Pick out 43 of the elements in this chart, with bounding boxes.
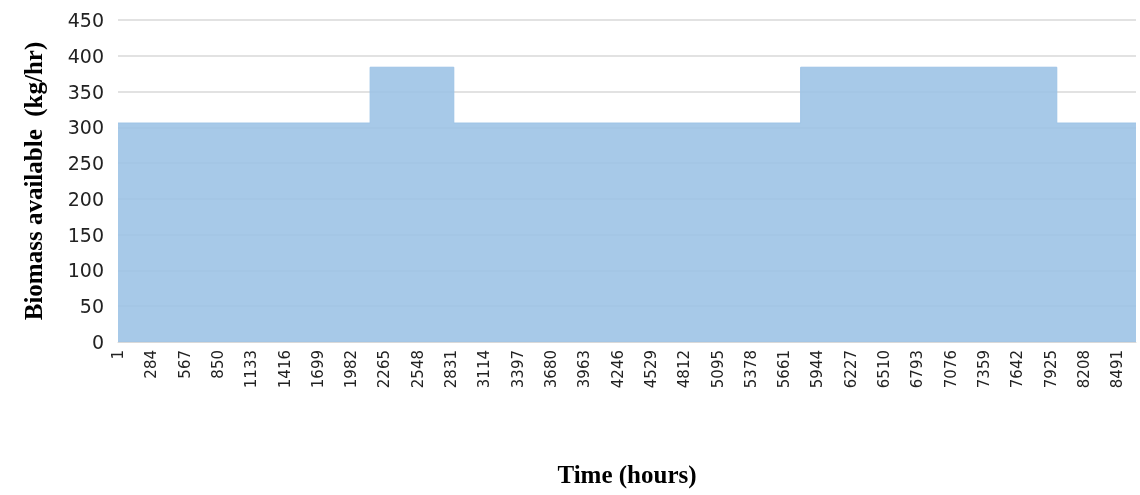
x-tick-label: 7076 — [941, 350, 960, 389]
x-tick-label: 3963 — [575, 350, 594, 389]
y-tick-label: 400 — [67, 44, 104, 67]
x-tick-label: 6227 — [841, 350, 860, 389]
x-tick-label: 7642 — [1008, 350, 1027, 389]
y-axis-title: Biomass available (kg/hr) — [20, 41, 48, 321]
x-tick-label: 2265 — [375, 350, 394, 389]
x-tick-label: 7359 — [975, 350, 994, 389]
x-tick-label: 850 — [208, 350, 227, 379]
x-axis-title: Time (hours) — [557, 461, 697, 489]
x-tick-label: 1 — [109, 350, 127, 360]
x-tick-label: 1133 — [242, 350, 261, 389]
x-tick-label: 5944 — [808, 350, 827, 389]
x-tick-label: 284 — [142, 350, 161, 379]
x-tick-label: 8208 — [1074, 350, 1093, 389]
y-tick-label: 250 — [67, 152, 104, 175]
x-tick-label: 6793 — [908, 350, 927, 389]
x-tick-label: 3680 — [542, 350, 561, 389]
x-tick-label: 1982 — [342, 350, 361, 389]
x-tick-label: 4246 — [608, 350, 627, 389]
x-tick-label: 8491 — [1108, 350, 1127, 389]
x-tick-label: 567 — [175, 350, 194, 379]
y-tick-label: 100 — [67, 259, 104, 282]
x-tick-label: 7925 — [1041, 350, 1060, 389]
y-tick-label: 0 — [91, 331, 104, 353]
y-tick-label: 50 — [79, 295, 104, 318]
y-tick-label: 350 — [67, 80, 104, 103]
x-tick-label: 2831 — [442, 350, 461, 389]
y-tick-label: 200 — [67, 187, 104, 210]
x-tick-label: 3114 — [475, 350, 494, 389]
x-tick-label: 1416 — [275, 350, 294, 389]
x-tick-label: 4529 — [641, 350, 660, 389]
y-tick-label: 300 — [67, 116, 104, 139]
x-tick-label: 5378 — [741, 350, 760, 389]
y-tick-label: 150 — [67, 223, 104, 246]
x-tick-label: 6510 — [875, 350, 894, 389]
x-tick-label: 1699 — [308, 350, 327, 389]
x-tick-label: 5095 — [708, 350, 727, 389]
x-tick-label: 4812 — [675, 350, 694, 389]
x-tick-label: 3397 — [508, 350, 527, 389]
y-tick-label: 450 — [67, 9, 104, 31]
x-tick-label: 2548 — [408, 350, 427, 389]
x-tick-label: 5661 — [775, 350, 794, 389]
